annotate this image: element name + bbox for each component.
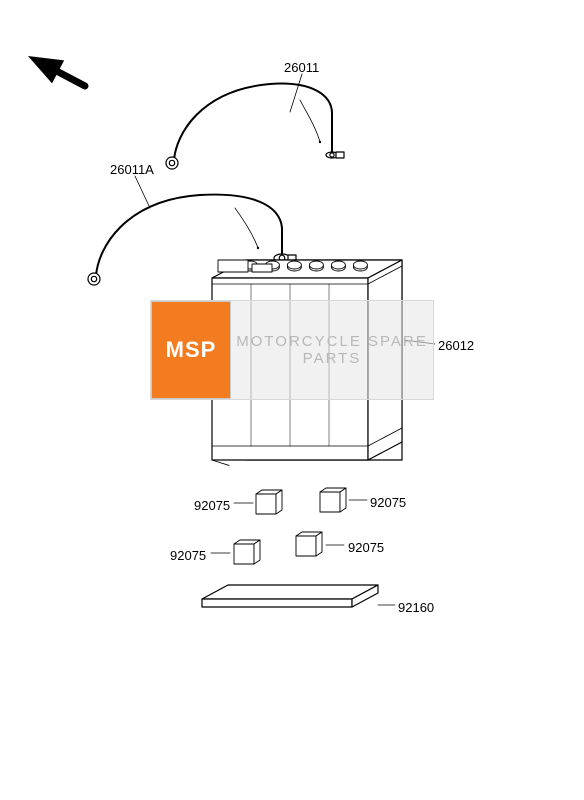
leader-line xyxy=(290,74,302,112)
pad-92160 xyxy=(202,585,378,607)
watermark: MSP MOTORCYCLE SPARE PARTS xyxy=(150,300,434,400)
part-ref-label: 26011 xyxy=(284,60,319,75)
part-ref-label: 92075 xyxy=(348,540,384,555)
part-ref-label: 92075 xyxy=(194,498,230,513)
part-ref-label: 92075 xyxy=(370,495,406,510)
watermark-text: MOTORCYCLE SPARE PARTS xyxy=(231,333,433,367)
damper-92075 xyxy=(320,488,346,512)
diagram-svg xyxy=(0,0,584,800)
front-arrow-stem xyxy=(58,72,85,86)
part-ref-label: 92160 xyxy=(398,600,434,615)
damper-92075 xyxy=(296,532,322,556)
damper-92075 xyxy=(256,490,282,514)
part-ref-label: 26011A xyxy=(110,162,154,177)
leader-line xyxy=(135,176,150,208)
diagram-canvas: MSP MOTORCYCLE SPARE PARTS 26011 26011A 26… xyxy=(0,0,584,800)
watermark-badge-text: MSP xyxy=(166,337,217,363)
cable-lead-26011 xyxy=(166,84,344,169)
part-ref-label: 92075 xyxy=(170,548,206,563)
part-ref-label: 26012 xyxy=(438,338,474,353)
watermark-badge: MSP xyxy=(151,301,231,399)
damper-92075 xyxy=(234,540,260,564)
